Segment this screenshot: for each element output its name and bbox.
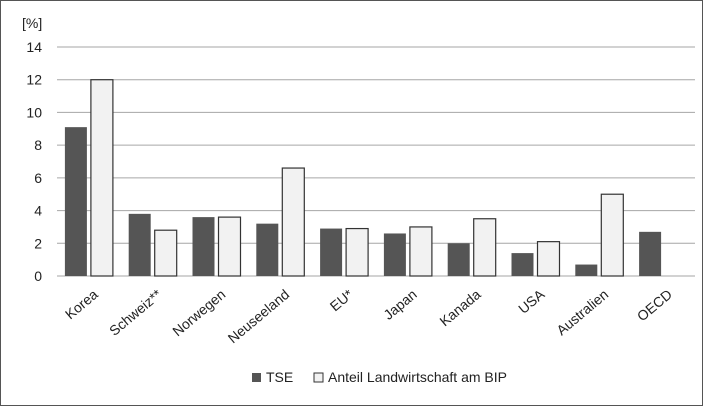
bar-tse-australien bbox=[575, 264, 598, 276]
bar-tse-kanada bbox=[447, 243, 470, 276]
bar-anteil-usa bbox=[536, 241, 561, 277]
x-tick-label: Japan bbox=[380, 286, 420, 323]
bar-anteil-korea bbox=[90, 79, 114, 277]
bar-tse-japan bbox=[383, 233, 406, 276]
bar-anteil-norwegen bbox=[217, 216, 242, 277]
bar-anteil-japan bbox=[409, 226, 433, 277]
legend-label-tse: TSE bbox=[266, 369, 293, 385]
x-tick-label: OECD bbox=[634, 286, 675, 324]
x-tick-label: USA bbox=[515, 286, 548, 317]
y-axis-ticks: 0 2 4 6 8 10 12 14 bbox=[26, 39, 42, 284]
legend: TSE Anteil Landwirtschaft am BIP bbox=[252, 369, 507, 385]
bar-tse-norwegen bbox=[192, 217, 215, 276]
bar-tse-neuseeland bbox=[256, 223, 279, 276]
y-tick-label: 12 bbox=[26, 72, 42, 88]
x-tick-label: Korea bbox=[62, 286, 101, 322]
gridlines bbox=[57, 46, 695, 277]
bar-anteil-neuseeland bbox=[281, 167, 305, 277]
y-tick-label: 4 bbox=[34, 203, 42, 219]
legend-swatch-tse bbox=[252, 373, 261, 382]
x-tick-label: Australien bbox=[553, 286, 611, 338]
y-tick-label: 8 bbox=[34, 137, 42, 153]
bar-anteil-schweiz bbox=[154, 229, 178, 277]
y-axis-unit-label: [%] bbox=[22, 15, 42, 31]
y-tick-label: 0 bbox=[34, 268, 42, 284]
y-tick-label: 14 bbox=[26, 39, 42, 55]
bar-tse-eu bbox=[320, 228, 343, 276]
bar-tse-oecd bbox=[639, 231, 662, 276]
x-tick-label: Norwegen bbox=[169, 286, 228, 339]
y-tick-label: 10 bbox=[26, 104, 42, 120]
x-tick-label: Kanada bbox=[436, 286, 483, 329]
bar-anteil-australien bbox=[600, 193, 624, 277]
legend-swatch-anteil-landwirtschaft bbox=[313, 372, 324, 383]
bar-tse-schweiz bbox=[128, 213, 151, 276]
bar-anteil-kanada bbox=[473, 218, 497, 277]
y-tick-label: 2 bbox=[34, 235, 42, 251]
x-tick-label: EU* bbox=[327, 286, 357, 315]
bar-tse-usa bbox=[511, 253, 534, 276]
bar-anteil-eu bbox=[345, 227, 369, 277]
x-tick-label: Schweiz** bbox=[106, 286, 165, 339]
y-tick-label: 6 bbox=[34, 170, 42, 186]
bar-tse-korea bbox=[64, 127, 87, 277]
x-tick-label: Neuseeland bbox=[225, 286, 293, 346]
legend-label-anteil-landwirtschaft: Anteil Landwirtschaft am BIP bbox=[328, 369, 507, 385]
bars bbox=[64, 79, 662, 277]
